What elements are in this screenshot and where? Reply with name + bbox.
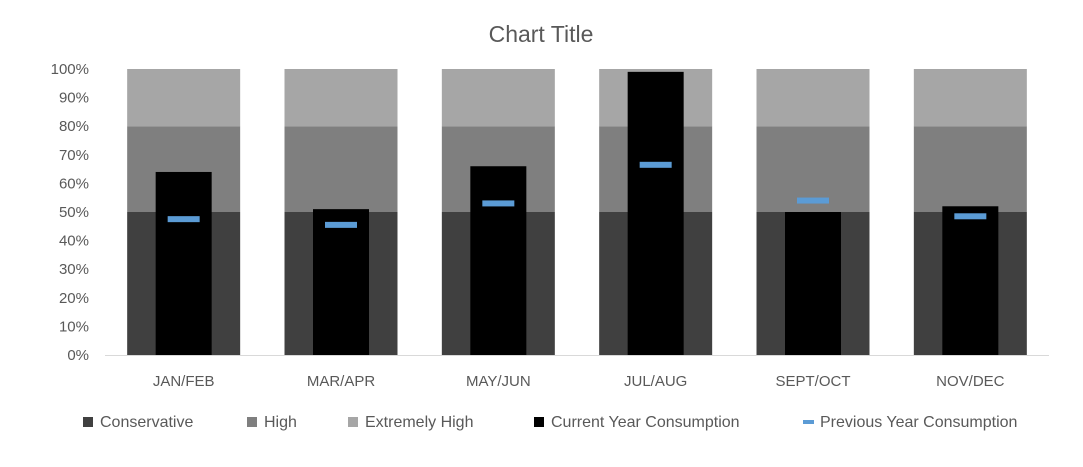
x-tick-label-jan-feb: JAN/FEB — [153, 373, 215, 390]
y-tick-label: 40% — [59, 233, 89, 250]
legend-item-previous-year-consumption: Previous Year Consumption — [803, 414, 1017, 431]
y-tick-label: 80% — [59, 118, 89, 135]
previous-year-markers — [167, 161, 987, 228]
band-extremely-high-sept-oct — [756, 69, 870, 127]
y-tick-label: 90% — [59, 90, 89, 107]
legend-swatch — [534, 417, 544, 427]
marker-previous-year-consumption-mar-apr — [325, 221, 357, 228]
legend-swatch — [83, 417, 93, 427]
x-tick-label-jul-aug: JUL/AUG — [624, 373, 687, 390]
y-tick-label: 70% — [59, 147, 89, 164]
y-tick-label: 10% — [59, 318, 89, 335]
y-axis: 0% 10% 20% 30% 40% 50% 60% 70% 80% 90% 100% — [51, 61, 89, 364]
bar-current-year-consumption-mar-apr — [313, 209, 369, 355]
legend-label: Extremely High — [365, 414, 473, 431]
legend-label: High — [264, 414, 297, 431]
bar-current-year-consumption-may-jun — [470, 166, 527, 355]
band-extremely-high-mar-apr — [284, 69, 398, 127]
y-tick-label: 60% — [59, 175, 89, 192]
x-tick-label-nov-dec: NOV/DEC — [936, 373, 1005, 390]
x-axis: JAN/FEB MAR/APR MAY/JUN JUL/AUG SEPT/OCT NOV/… — [105, 355, 1049, 390]
bar-current-year-consumption-jan-feb — [155, 171, 212, 355]
marker-previous-year-consumption-may-jun — [482, 200, 515, 207]
legend-label: Conservative — [100, 414, 193, 431]
band-high-mar-apr — [284, 126, 398, 212]
y-tick-label: 30% — [59, 261, 89, 278]
bar-current-year-consumption-jul-aug — [627, 71, 684, 356]
band-extremely-high-nov-dec — [913, 69, 1027, 127]
y-tick-label: 0% — [67, 347, 89, 364]
legend-item-current-year-consumption: Current Year Consumption — [534, 414, 740, 431]
legend-item-extremely-high: Extremely High — [348, 414, 473, 431]
y-tick-label: 50% — [59, 204, 89, 221]
legend-item-conservative: Conservative — [83, 414, 193, 431]
legend-label: Current Year Consumption — [551, 414, 740, 431]
marker-previous-year-consumption-nov-dec — [954, 213, 987, 220]
band-extremely-high-jan-feb — [127, 69, 241, 127]
bar-current-year-consumption-nov-dec — [942, 206, 999, 355]
legend-label: Previous Year Consumption — [820, 414, 1017, 431]
marker-previous-year-consumption-sept-oct — [797, 197, 829, 204]
legend: Conservative High Extremely High Current Ye… — [83, 414, 1017, 431]
band-high-nov-dec — [913, 126, 1027, 212]
y-tick-label: 100% — [51, 61, 89, 78]
legend-swatch — [803, 420, 814, 424]
chart-title: Chart Title — [489, 21, 594, 47]
x-tick-label-mar-apr: MAR/APR — [307, 373, 376, 390]
legend-swatch — [348, 417, 358, 427]
marker-previous-year-consumption-jan-feb — [167, 216, 200, 223]
legend-swatch — [247, 417, 257, 427]
legend-item-high: High — [247, 414, 297, 431]
current-year-bars — [155, 71, 999, 356]
bar-current-year-consumption-sept-oct — [785, 212, 841, 355]
band-extremely-high-may-jun — [441, 69, 555, 127]
y-tick-label: 20% — [59, 290, 89, 307]
x-tick-label-may-jun: MAY/JUN — [466, 373, 531, 390]
marker-previous-year-consumption-jul-aug — [639, 161, 672, 168]
x-tick-label-sept-oct: SEPT/OCT — [775, 373, 850, 390]
range-bands — [127, 69, 1027, 355]
